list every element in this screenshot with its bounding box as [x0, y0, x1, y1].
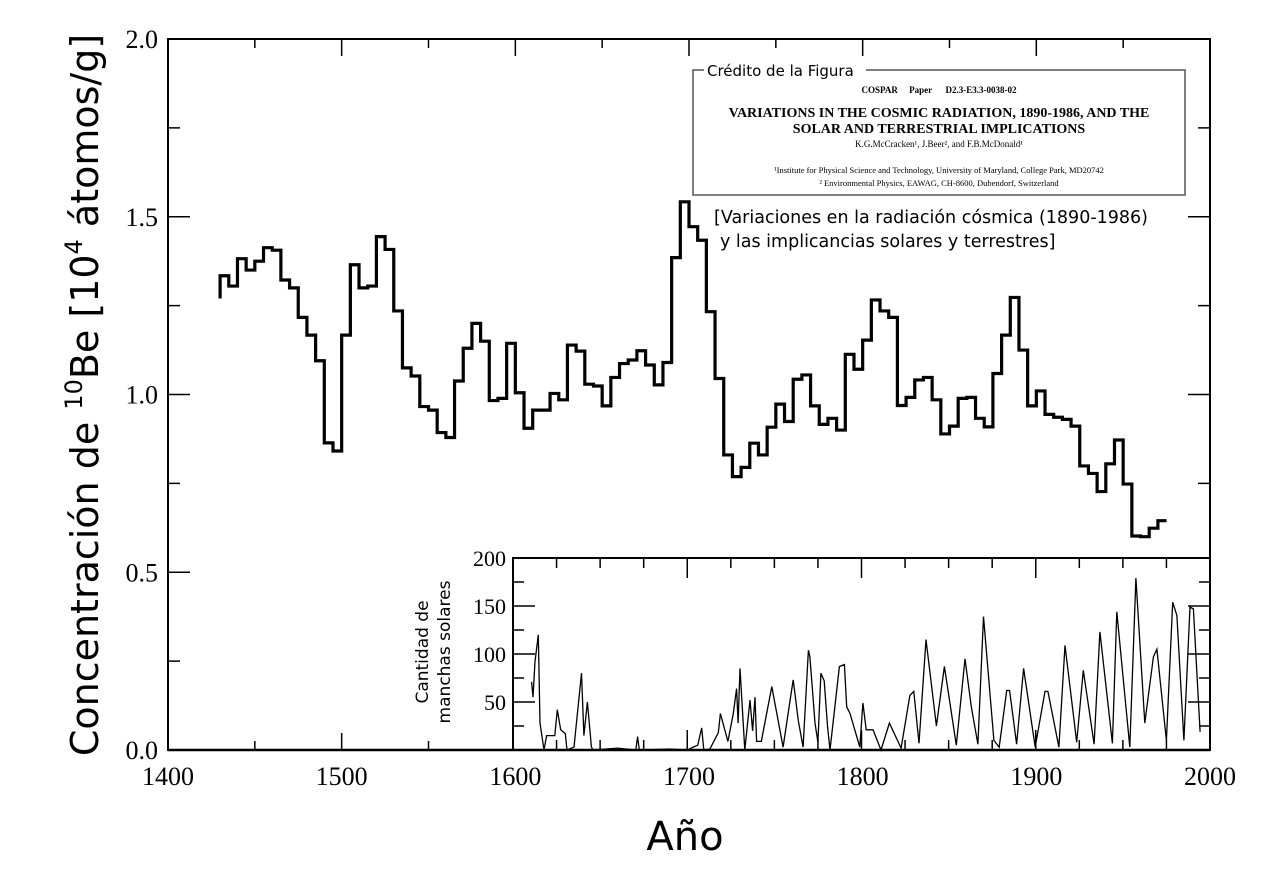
inset-y-label-line-2: manchas solares	[435, 580, 455, 723]
inset-y-tick-label: 50	[484, 690, 506, 715]
y-tick-label: 0.5	[126, 558, 159, 587]
credit-paper-id: COSPAR Paper D2.3-E3.3-0038-02	[862, 85, 1017, 95]
x-tick-label: 1700	[663, 762, 715, 791]
x-tick-label: 1400	[142, 762, 194, 791]
credit-legend: Crédito de la Figura	[707, 62, 854, 80]
main-tick-labels: 1400 1500 1600 1700 1800 1900 2000 0.0 0.5 1.0 1.5…	[126, 25, 1237, 791]
x-tick-label: 2000	[1184, 762, 1236, 791]
credit-authors: K.G.McCracken¹, J.Beer², and F.B.McDonal…	[855, 139, 1023, 149]
figure-credit-box: Crédito de la Figura COSPAR Paper D2.3-E…	[692, 62, 1186, 196]
x-tick-label: 1500	[316, 762, 368, 791]
y-tick-label: 1.5	[126, 203, 159, 232]
x-tick-label: 1800	[837, 762, 889, 791]
y-tick-label: 2.0	[126, 25, 159, 54]
x-axis-label: Año	[646, 814, 723, 860]
credit-affiliation-2: ² Environmental Physics, EAWAG, CH-8600,…	[819, 178, 1059, 188]
translation-line-1: [Variaciones en la radiación cósmica (18…	[714, 208, 1148, 228]
credit-affiliation-1: ¹Institute for Physical Science and Tech…	[774, 165, 1104, 175]
credit-title-1: VARIATIONS IN THE COSMIC RADIATION, 1890…	[729, 106, 1150, 121]
inset-y-tick-label: 150	[473, 594, 506, 619]
x-tick-label: 1600	[489, 762, 541, 791]
translation-line-2: y las implicancias solares y terrestres]	[720, 232, 1055, 252]
credit-title-2: SOLAR AND TERRESTRIAL IMPLICATIONS	[793, 122, 1086, 137]
y-tick-label: 0.0	[126, 736, 159, 765]
y-axis-label: Concentración de 10Be [104 átomos/g]	[60, 34, 107, 756]
sunspot-line	[530, 578, 1201, 752]
y-tick-label: 1.0	[126, 381, 159, 410]
inset-tick-labels: 50 100 150 200	[473, 546, 506, 715]
be10-step-line	[218, 200, 1167, 539]
inset-y-label-line-1: Cantidad de	[413, 600, 433, 703]
x-tick-label: 1900	[1010, 762, 1062, 791]
inset-y-tick-label: 200	[473, 546, 506, 571]
inset-y-tick-label: 100	[473, 642, 506, 667]
